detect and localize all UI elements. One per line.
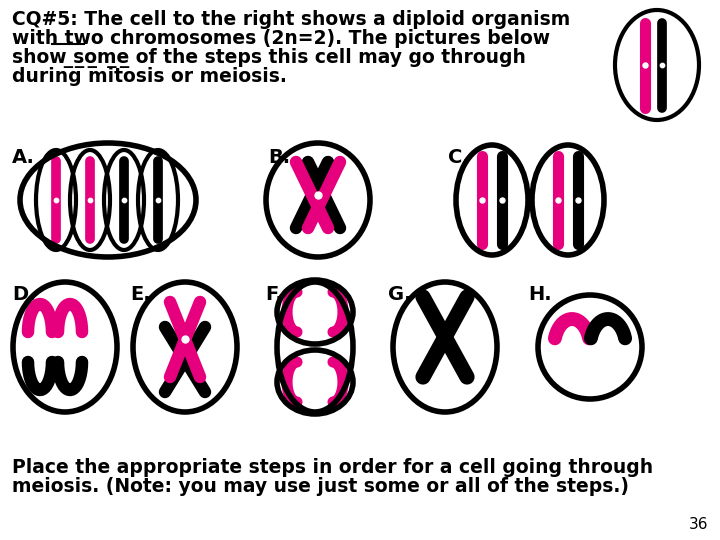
Text: with two chromosomes (2n=2). The pictures below: with two chromosomes (2n=2). The picture… <box>12 29 550 48</box>
Text: D.: D. <box>12 285 35 304</box>
Ellipse shape <box>138 150 178 250</box>
Text: 36: 36 <box>688 517 708 532</box>
Text: E.: E. <box>130 285 150 304</box>
Text: C.: C. <box>448 148 469 167</box>
Text: meiosis. (Note: you may use just some or all of the steps.): meiosis. (Note: you may use just some or… <box>12 477 629 496</box>
Ellipse shape <box>133 282 237 412</box>
Ellipse shape <box>277 280 353 344</box>
Ellipse shape <box>36 150 76 250</box>
Text: B.: B. <box>268 148 290 167</box>
Text: during mitosis or meiosis.: during mitosis or meiosis. <box>12 67 287 86</box>
Text: H.: H. <box>528 285 552 304</box>
Ellipse shape <box>393 282 497 412</box>
Ellipse shape <box>538 295 642 399</box>
Text: show ̲s̲o̲m̲e̲ of the steps this cell may go through: show ̲s̲o̲m̲e̲ of the steps this cell ma… <box>12 48 526 68</box>
Ellipse shape <box>20 143 196 257</box>
Ellipse shape <box>13 282 117 412</box>
Ellipse shape <box>615 10 699 120</box>
Ellipse shape <box>456 145 528 255</box>
Text: A.: A. <box>12 148 35 167</box>
Ellipse shape <box>532 145 604 255</box>
Ellipse shape <box>266 143 370 257</box>
Text: F.: F. <box>265 285 283 304</box>
Ellipse shape <box>277 350 353 414</box>
Ellipse shape <box>104 150 144 250</box>
Text: Place the appropriate steps in order for a cell going through: Place the appropriate steps in order for… <box>12 458 653 477</box>
Text: G.: G. <box>388 285 412 304</box>
Ellipse shape <box>70 150 110 250</box>
Text: CQ#5: The cell to the right shows a diploid organism: CQ#5: The cell to the right shows a dipl… <box>12 10 570 29</box>
